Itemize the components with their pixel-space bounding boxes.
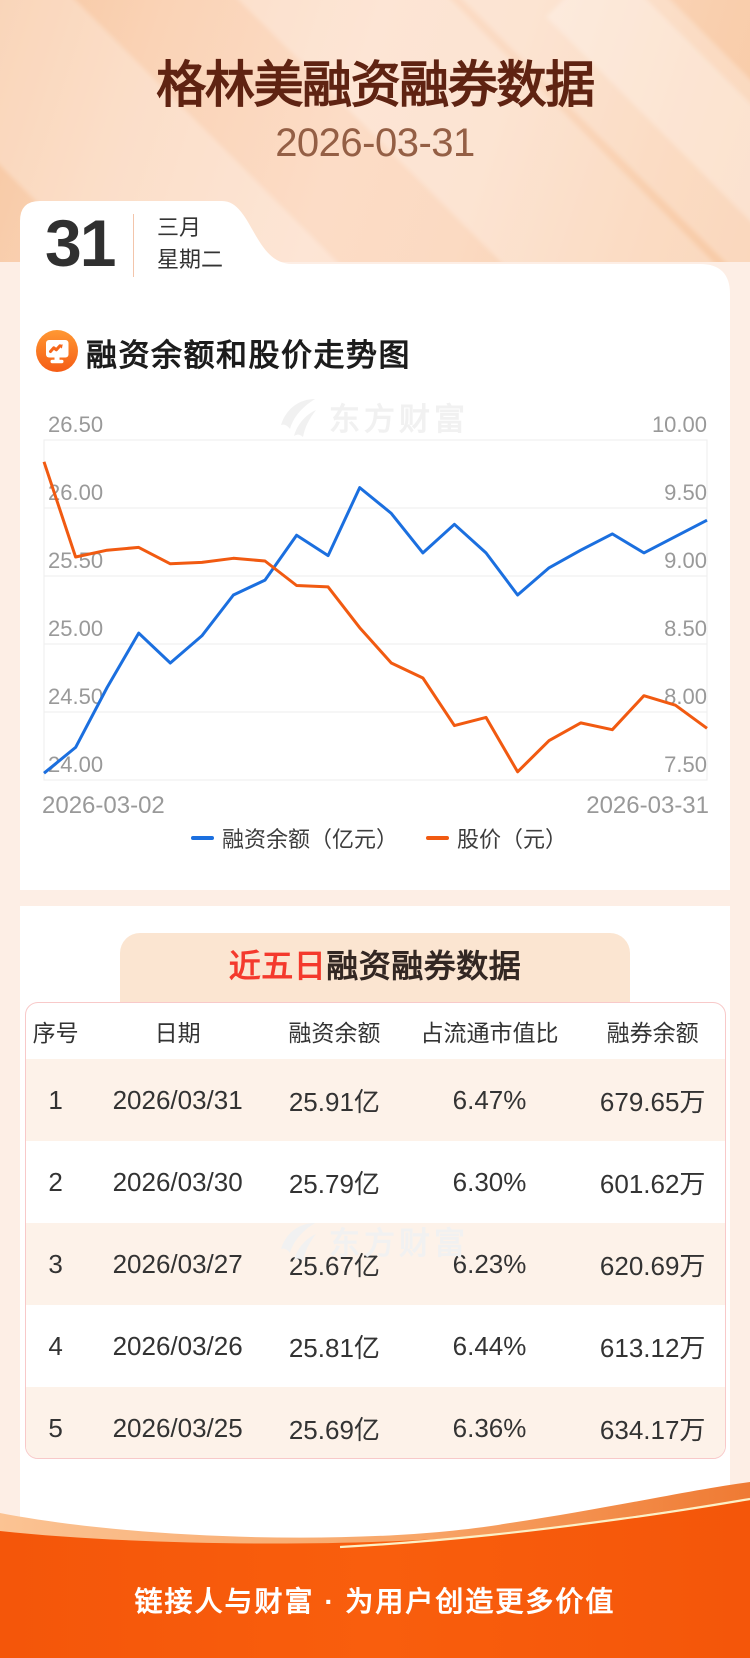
svg-text:24.50: 24.50	[48, 684, 103, 709]
svg-text:10.00: 10.00	[652, 412, 707, 437]
svg-text:股价（元）: 股价（元）	[457, 827, 567, 852]
svg-text:25.00: 25.00	[48, 616, 103, 641]
svg-text:26.50: 26.50	[48, 412, 103, 437]
svg-text:7.50: 7.50	[664, 752, 707, 777]
svg-text:融资余额（亿元）: 融资余额（亿元）	[222, 827, 398, 852]
svg-text:2026-03-02: 2026-03-02	[42, 792, 165, 819]
svg-text:24.00: 24.00	[48, 752, 103, 777]
svg-text:2026-03-31: 2026-03-31	[586, 792, 709, 819]
svg-text:9.50: 9.50	[664, 480, 707, 505]
svg-text:9.00: 9.00	[664, 548, 707, 573]
svg-text:8.50: 8.50	[664, 616, 707, 641]
